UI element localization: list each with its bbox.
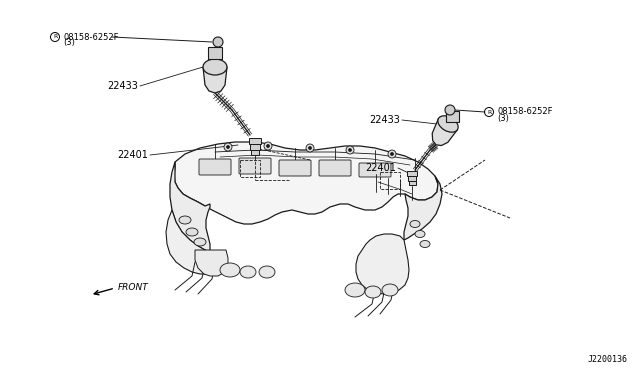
Circle shape [266, 144, 269, 148]
Ellipse shape [365, 286, 381, 298]
Ellipse shape [345, 283, 365, 297]
Text: 22401: 22401 [117, 150, 148, 160]
Polygon shape [170, 162, 210, 252]
FancyBboxPatch shape [319, 160, 351, 176]
Text: (3): (3) [497, 113, 509, 122]
Text: 08158-6252F: 08158-6252F [497, 108, 552, 116]
Ellipse shape [382, 284, 398, 296]
Circle shape [264, 142, 272, 150]
Bar [251, 150, 259, 155]
Bar [407, 171, 417, 176]
Circle shape [346, 146, 354, 154]
Text: 22433: 22433 [369, 115, 400, 125]
Ellipse shape [179, 216, 191, 224]
FancyBboxPatch shape [446, 111, 459, 122]
Ellipse shape [186, 228, 198, 236]
Polygon shape [432, 119, 458, 145]
Text: J2200136: J2200136 [588, 355, 628, 364]
Text: R: R [53, 35, 57, 39]
Text: FRONT: FRONT [118, 283, 148, 292]
Polygon shape [404, 176, 442, 240]
Ellipse shape [420, 241, 430, 247]
Circle shape [306, 144, 314, 152]
Ellipse shape [438, 116, 458, 132]
Text: 22401: 22401 [365, 163, 396, 173]
Circle shape [349, 148, 351, 151]
Text: (3): (3) [63, 38, 75, 48]
Bar [250, 144, 260, 150]
Circle shape [388, 150, 396, 158]
Polygon shape [195, 250, 228, 276]
Bar [249, 138, 261, 144]
Text: R: R [487, 109, 491, 115]
Text: 22433: 22433 [107, 81, 138, 91]
FancyBboxPatch shape [208, 47, 222, 59]
Polygon shape [203, 67, 227, 93]
Ellipse shape [220, 263, 240, 277]
Bar [409, 181, 416, 185]
Ellipse shape [203, 59, 227, 75]
Ellipse shape [415, 231, 425, 237]
FancyBboxPatch shape [279, 160, 311, 176]
FancyBboxPatch shape [199, 159, 231, 175]
FancyBboxPatch shape [359, 163, 391, 177]
Ellipse shape [259, 266, 275, 278]
Circle shape [390, 153, 394, 155]
Ellipse shape [410, 221, 420, 228]
Circle shape [224, 143, 232, 151]
Ellipse shape [194, 238, 206, 246]
FancyBboxPatch shape [239, 158, 271, 174]
Circle shape [213, 37, 223, 47]
Bar [408, 176, 416, 181]
Polygon shape [166, 210, 214, 274]
Circle shape [445, 105, 455, 115]
Polygon shape [356, 234, 409, 294]
Polygon shape [174, 142, 438, 224]
Circle shape [227, 145, 230, 148]
Circle shape [308, 147, 312, 150]
Text: 08158-6252F: 08158-6252F [63, 32, 118, 42]
Ellipse shape [240, 266, 256, 278]
